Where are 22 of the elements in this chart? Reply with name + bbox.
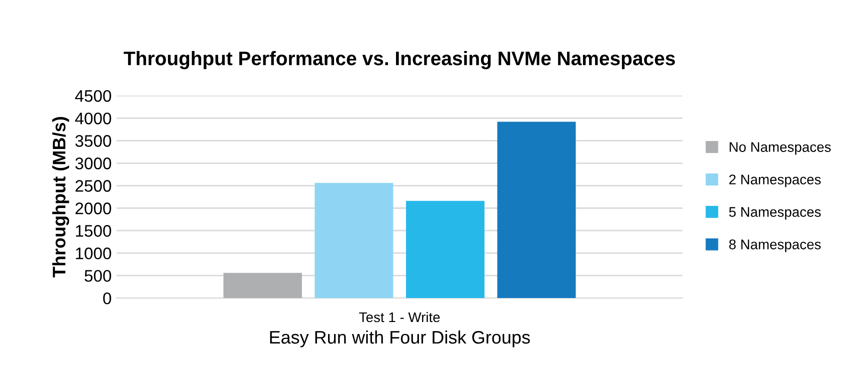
y-tick-label: 1000 [76,248,112,260]
y-tick-label: 3000 [75,158,112,170]
y-axis-title: Throughput (MB/s) [52,117,70,278]
y-tick-label: 2000 [76,202,112,214]
legend-label: 8 Namespaces [729,240,821,252]
bar [497,122,576,298]
y-tick-label: 4000 [75,112,112,124]
y-tick-label: 500 [84,270,112,282]
bar [406,200,484,298]
bar [314,182,394,298]
bar [223,272,302,298]
legend-label: 2 Namespaces [729,174,821,188]
y-tick-label: 4500 [75,90,112,102]
legend-label: No Namespaces [730,142,831,155]
y-tick-label: 3500 [75,135,112,147]
y-tick-label: 0 [103,292,112,304]
y-tick-label: 1500 [76,225,112,237]
x-tick-label: Test 1 - Write [359,312,440,322]
y-tick-label: 2500 [76,180,112,192]
chart-title: Throughput Performance vs. Increasing NVMe Namespaces [124,51,675,70]
legend-label: 5 Namespaces [729,207,821,220]
x-axis-title: Easy Run with Four Disk Groups [270,330,530,348]
